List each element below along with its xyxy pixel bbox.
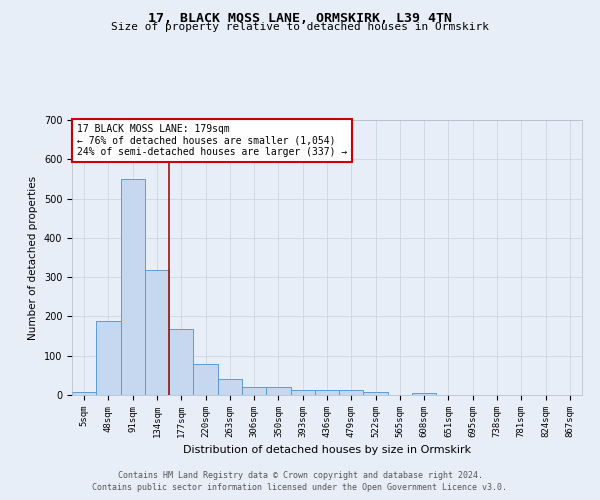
Bar <box>169 329 193 395</box>
Bar <box>290 390 315 395</box>
Bar <box>72 392 96 395</box>
Bar <box>121 179 145 395</box>
Text: Size of property relative to detached houses in Ormskirk: Size of property relative to detached ho… <box>111 22 489 32</box>
Bar <box>96 321 121 395</box>
Text: Contains HM Land Registry data © Crown copyright and database right 2024.: Contains HM Land Registry data © Crown c… <box>118 471 482 480</box>
Bar <box>364 392 388 395</box>
Bar <box>145 270 169 395</box>
Text: Contains public sector information licensed under the Open Government Licence v3: Contains public sector information licen… <box>92 484 508 492</box>
Bar <box>412 392 436 395</box>
Bar <box>242 387 266 395</box>
X-axis label: Distribution of detached houses by size in Ormskirk: Distribution of detached houses by size … <box>183 446 471 456</box>
Y-axis label: Number of detached properties: Number of detached properties <box>28 176 38 340</box>
Bar <box>218 378 242 395</box>
Text: 17 BLACK MOSS LANE: 179sqm
← 76% of detached houses are smaller (1,054)
24% of s: 17 BLACK MOSS LANE: 179sqm ← 76% of deta… <box>77 124 347 158</box>
Bar <box>193 364 218 395</box>
Bar <box>315 390 339 395</box>
Bar <box>339 390 364 395</box>
Text: 17, BLACK MOSS LANE, ORMSKIRK, L39 4TN: 17, BLACK MOSS LANE, ORMSKIRK, L39 4TN <box>148 12 452 26</box>
Bar <box>266 387 290 395</box>
